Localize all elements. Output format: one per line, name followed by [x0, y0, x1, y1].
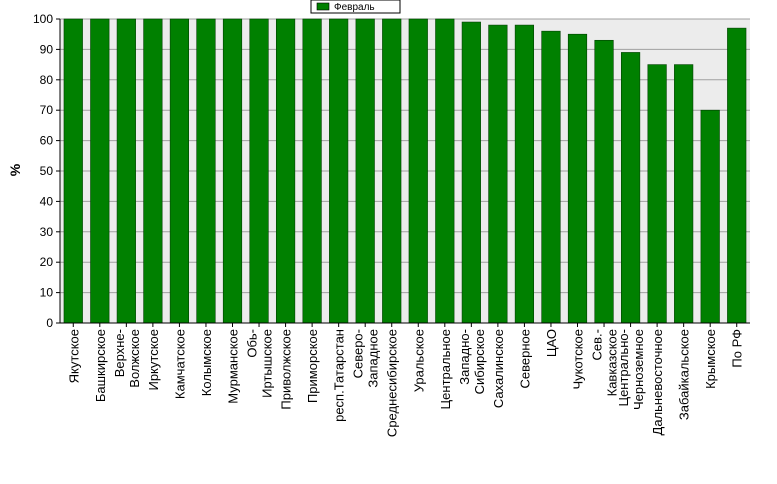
bar [488, 24, 508, 324]
x-tick-label: Мурманское [226, 329, 241, 404]
bar [116, 18, 136, 324]
bar [222, 18, 243, 324]
plot-area: 0 10 20 30 40 50 60 70 80 90 100 Якутское Башкирское… [33, 12, 750, 437]
bar [196, 18, 216, 324]
legend: Февраль [310, 0, 401, 14]
x-tick-label: Забайкальское [677, 329, 692, 420]
bar [302, 18, 322, 324]
bar [594, 39, 614, 324]
y-tick-label: 80 [40, 73, 54, 87]
y-tick-label: 90 [40, 42, 54, 56]
x-tick-label: Верхне-Волжское [112, 329, 142, 388]
x-tick-label: Приморское [305, 329, 320, 403]
y-tick-label: 50 [40, 164, 54, 178]
legend-label: Февраль [334, 2, 375, 13]
bar [435, 18, 455, 324]
y-tick-label: 60 [40, 134, 54, 148]
y-tick-label: 30 [40, 225, 54, 239]
bar [541, 30, 561, 324]
x-tick-label: Обь-Иртышское [245, 329, 275, 398]
x-tick-label: Северо-Западное [351, 329, 381, 388]
bar [620, 52, 641, 324]
y-tick-label: 0 [46, 316, 53, 330]
y-tick-label: 70 [40, 103, 54, 117]
bar [700, 109, 720, 324]
bar [355, 18, 375, 324]
x-tick-label: Северное [517, 329, 532, 388]
x-tick-label: Сев.-Кавказское [590, 329, 620, 396]
bar [249, 18, 269, 324]
legend-swatch [316, 2, 330, 11]
bar [169, 18, 190, 324]
x-tick-label: Центрально-Черноземное [616, 329, 646, 410]
x-tick-label: Якутское [66, 329, 81, 383]
legend-box [310, 0, 401, 14]
x-tick-label: Крымское [703, 329, 718, 389]
y-axis-label: % [7, 163, 23, 176]
bar [514, 24, 535, 324]
y-tick-label: 100 [33, 12, 53, 26]
x-tick-label: Среднесибирское [385, 329, 400, 437]
x-tick-label: Камчатское [172, 329, 187, 399]
x-tick-label: Башкирское [93, 329, 108, 402]
x-tick-label: Сахалинское [491, 329, 506, 408]
bar [727, 27, 747, 324]
bar [143, 18, 163, 324]
bar [567, 33, 588, 324]
bar [647, 64, 667, 324]
x-tick-label: Западно-Сибирское [457, 329, 487, 394]
bar [674, 64, 694, 324]
x-tick-label: Чукотское [571, 329, 586, 390]
bar [63, 18, 83, 324]
x-tick-label: Иркутское [146, 329, 161, 391]
x-tick-label: Приволжское [279, 329, 294, 410]
bar [382, 18, 402, 324]
y-tick-label: 10 [40, 286, 54, 300]
bar [461, 21, 481, 324]
x-tick-label: По РФ [730, 329, 745, 368]
x-tick-label: Центральное [438, 329, 453, 409]
bar [90, 18, 110, 324]
y-tick-label: 20 [40, 255, 54, 269]
bar [329, 18, 349, 324]
y-tick-label: 40 [40, 194, 54, 208]
x-tick-label: ЦАО [544, 329, 559, 357]
x-tick-label: Дальневосточное [650, 329, 665, 435]
bar [275, 18, 296, 324]
x-tick-label: респ.Татарстан [332, 329, 347, 422]
x-tick-label: Колымское [199, 329, 214, 396]
x-tick-label: Уральское [411, 329, 426, 392]
bar [408, 18, 428, 324]
